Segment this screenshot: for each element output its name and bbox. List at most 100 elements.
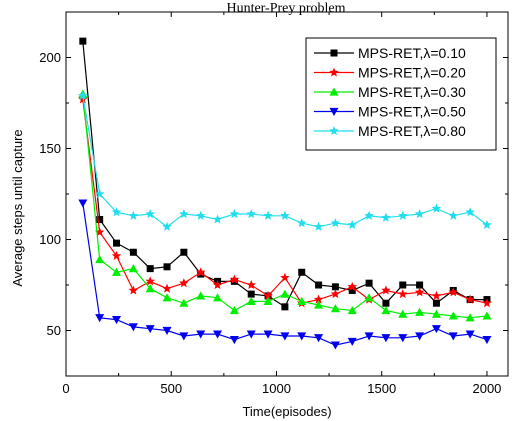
data-point — [78, 90, 88, 100]
y-tick-label: 100 — [39, 232, 61, 247]
data-point — [414, 287, 425, 297]
legend-item: MPS-RET,λ=0.30 — [314, 84, 466, 100]
data-point — [330, 304, 340, 313]
y-axis-label: Average steps until capture — [10, 129, 25, 286]
x-tick-label: 2000 — [472, 381, 501, 396]
data-point — [79, 37, 87, 45]
data-point — [146, 265, 154, 273]
data-point — [465, 207, 475, 217]
data-point — [229, 209, 240, 219]
series-5 — [78, 90, 492, 231]
data-point — [347, 337, 357, 346]
data-point — [94, 227, 105, 237]
data-point — [398, 210, 408, 220]
data-point — [381, 212, 391, 222]
y-axis: 50 100 150 200 — [39, 11, 508, 377]
data-point — [399, 281, 407, 289]
data-point — [313, 294, 324, 304]
data-point — [128, 285, 139, 295]
data-point — [246, 330, 256, 339]
data-point — [330, 289, 341, 299]
data-point — [313, 221, 324, 231]
plot-area — [65, 11, 509, 377]
data-point — [96, 215, 104, 223]
data-point — [212, 214, 223, 224]
data-point — [162, 293, 172, 302]
data-point — [431, 325, 441, 334]
data-point — [448, 210, 459, 220]
data-point — [95, 314, 105, 323]
data-point — [263, 210, 273, 220]
data-point — [280, 272, 290, 282]
data-point — [448, 287, 459, 297]
data-point — [163, 263, 171, 271]
data-point — [465, 294, 475, 304]
data-point — [78, 199, 88, 208]
y-tick-label: 200 — [39, 50, 61, 65]
data-point — [315, 281, 323, 289]
data-point — [314, 334, 324, 343]
data-point — [112, 267, 122, 276]
data-point — [229, 336, 239, 345]
data-point — [162, 221, 172, 231]
data-point — [145, 284, 155, 293]
legend-item: MPS-RET,λ=0.10 — [314, 45, 466, 61]
data-point — [382, 299, 390, 307]
x-axis: 0 500 1000 1500 2000 — [62, 12, 501, 396]
data-point — [416, 281, 424, 289]
data-point — [482, 219, 492, 229]
chart-title: Hunter-Prey problem — [226, 1, 345, 16]
legend-label: MPS-RET,λ=0.80 — [358, 123, 466, 139]
data-point — [213, 330, 223, 339]
data-point — [381, 334, 391, 343]
x-tick-label: 1000 — [262, 381, 291, 396]
data-point — [229, 305, 239, 315]
data-point — [431, 290, 442, 300]
legend-item: MPS-RET,λ=0.50 — [314, 104, 466, 120]
data-point — [112, 315, 122, 325]
data-point — [347, 305, 357, 315]
data-point — [448, 332, 458, 341]
x-tick-label: 1500 — [367, 381, 396, 396]
legend-marker — [329, 126, 339, 136]
data-point — [381, 285, 391, 295]
data-point — [330, 341, 340, 350]
data-point — [128, 323, 138, 332]
data-point — [364, 210, 374, 220]
data-point — [263, 330, 273, 339]
data-point — [263, 290, 273, 300]
data-point — [281, 303, 289, 311]
data-point — [296, 218, 307, 228]
data-point — [113, 239, 121, 247]
data-point — [431, 203, 442, 213]
data-point — [482, 311, 492, 320]
data-point — [364, 293, 374, 302]
data-point — [280, 210, 290, 220]
data-point — [162, 283, 172, 293]
data-point — [145, 209, 155, 219]
x-tick-label: 0 — [62, 381, 69, 396]
data-point — [331, 283, 339, 291]
data-point — [280, 289, 290, 298]
legend-label: MPS-RET,λ=0.10 — [358, 45, 466, 61]
data-point — [145, 276, 155, 286]
legend-label: MPS-RET,λ=0.30 — [358, 84, 466, 100]
legend-item: MPS-RET,λ=0.80 — [314, 123, 466, 139]
data-point — [364, 332, 374, 341]
legend-item: MPS-RET,λ=0.20 — [314, 65, 466, 81]
x-axis-label: Time(episodes) — [242, 404, 331, 419]
series-4 — [78, 199, 492, 350]
data-point — [348, 286, 356, 294]
data-point — [298, 268, 306, 276]
data-point — [414, 209, 425, 219]
legend-marker — [329, 67, 339, 77]
data-point — [347, 281, 357, 291]
legend-marker — [329, 107, 339, 116]
data-point — [465, 313, 475, 322]
data-point — [128, 264, 138, 273]
data-point — [415, 307, 425, 316]
legend-marker — [329, 87, 339, 96]
data-point — [314, 300, 324, 309]
data-point — [213, 293, 223, 302]
